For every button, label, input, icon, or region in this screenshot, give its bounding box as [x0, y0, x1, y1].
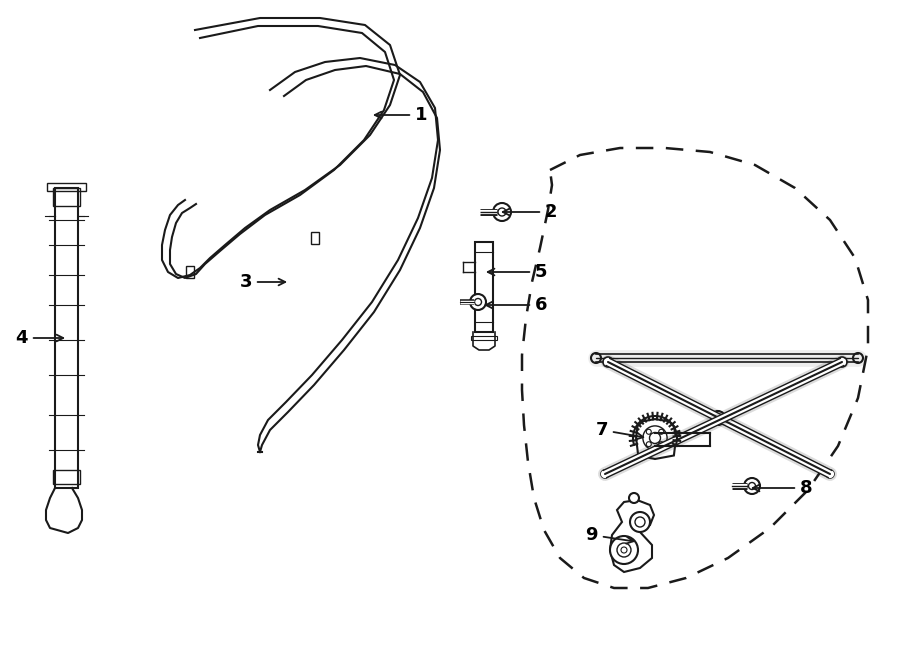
- Circle shape: [591, 353, 601, 363]
- Circle shape: [603, 357, 613, 367]
- Circle shape: [826, 470, 834, 478]
- Circle shape: [711, 411, 725, 425]
- Text: 7: 7: [596, 421, 644, 440]
- Bar: [47, 183, 86, 191]
- Bar: [471, 336, 497, 340]
- Polygon shape: [610, 500, 654, 572]
- Bar: [475, 242, 493, 332]
- Circle shape: [610, 536, 638, 564]
- Polygon shape: [636, 419, 676, 459]
- Circle shape: [629, 493, 639, 503]
- Circle shape: [601, 470, 609, 478]
- Bar: [311, 232, 319, 244]
- Circle shape: [853, 353, 863, 363]
- Bar: [53, 470, 80, 484]
- Bar: [186, 266, 194, 278]
- Circle shape: [837, 357, 847, 367]
- Circle shape: [493, 203, 511, 221]
- Circle shape: [630, 512, 650, 532]
- Text: 4: 4: [15, 329, 63, 347]
- Text: 1: 1: [374, 106, 428, 124]
- Circle shape: [470, 294, 486, 310]
- Text: 9: 9: [586, 526, 634, 544]
- Text: 2: 2: [503, 203, 557, 221]
- Text: 5: 5: [488, 263, 547, 281]
- Text: 3: 3: [239, 273, 285, 291]
- Circle shape: [744, 478, 760, 494]
- Text: 8: 8: [752, 479, 813, 497]
- Text: 6: 6: [486, 296, 547, 314]
- Bar: [55, 188, 78, 488]
- Bar: [53, 188, 80, 206]
